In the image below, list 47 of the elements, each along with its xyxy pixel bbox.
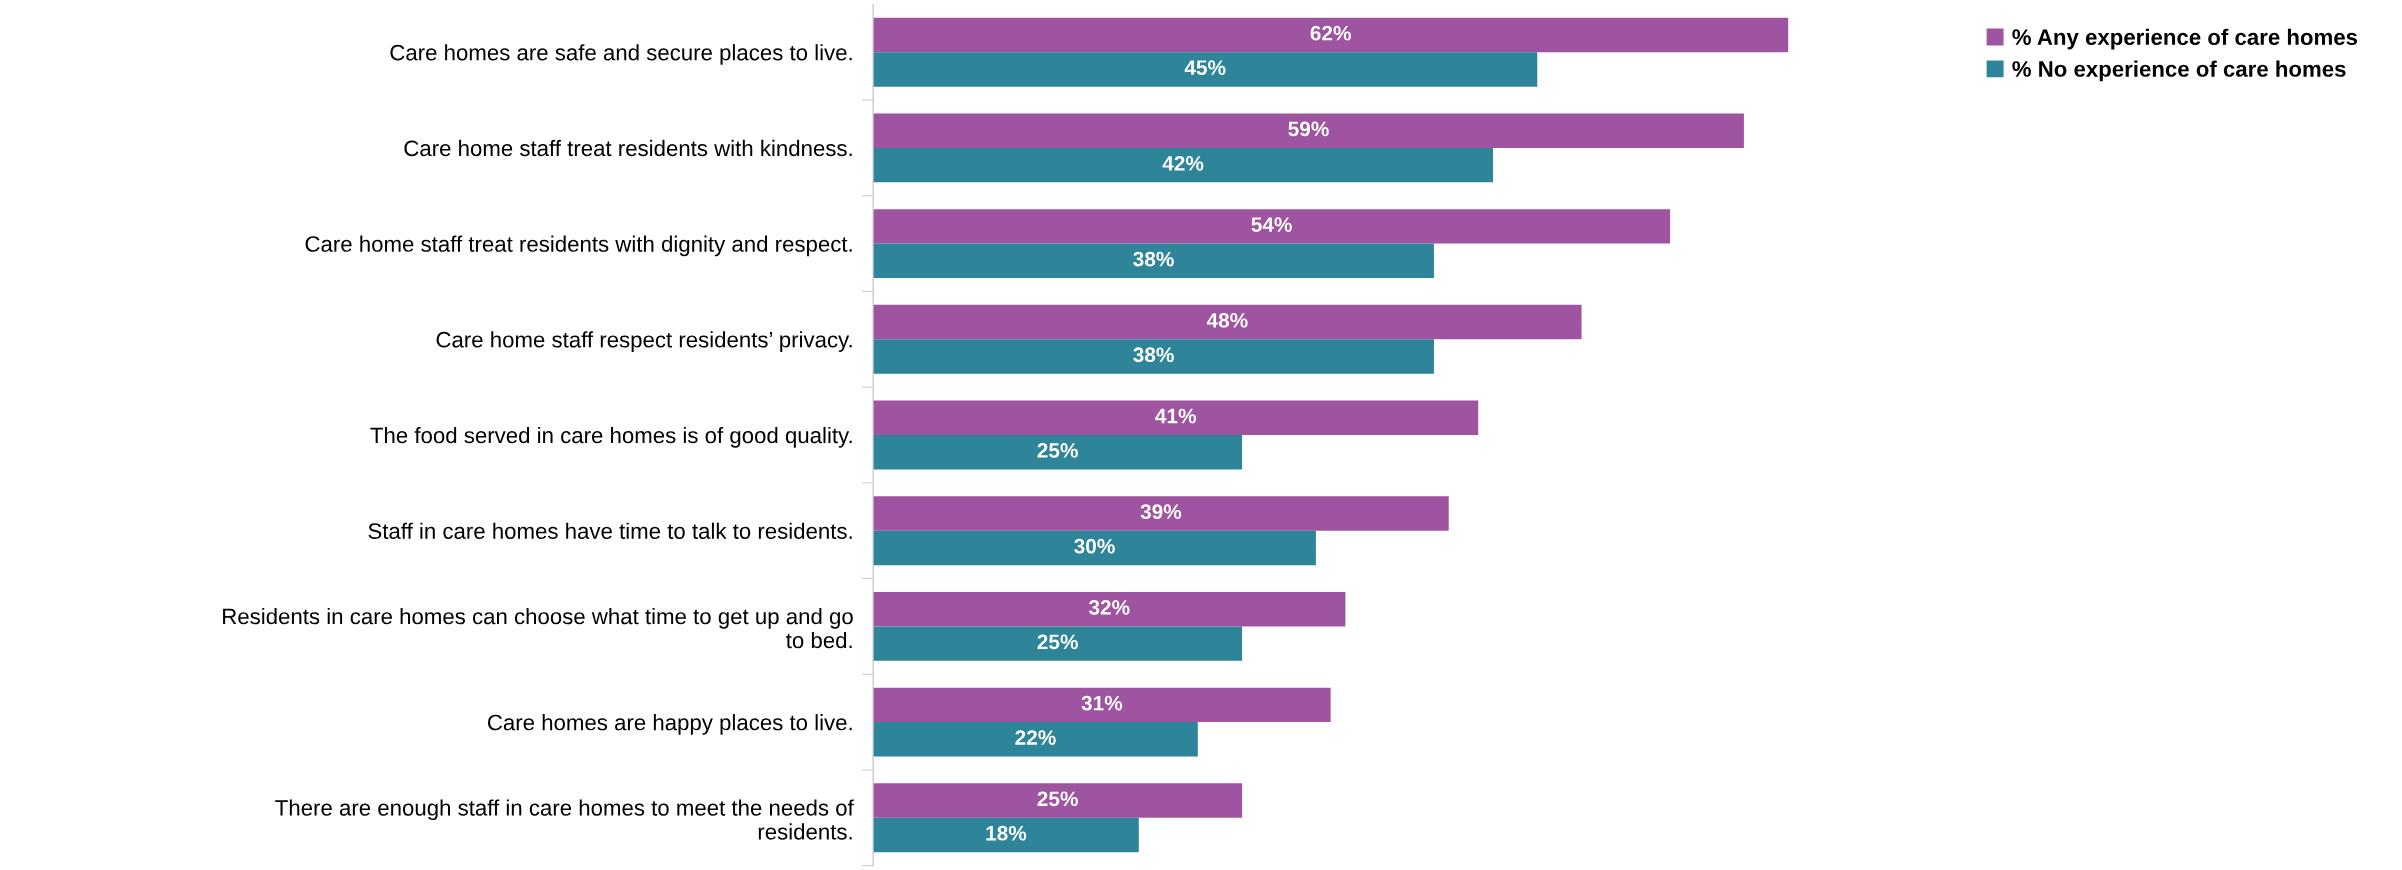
data-label: 45% (1184, 60, 1226, 76)
bar (873, 304, 1582, 340)
bar (873, 783, 1243, 818)
bar (873, 530, 1316, 566)
data-label: 38% (1133, 251, 1174, 267)
bar (873, 435, 1243, 470)
bar (873, 496, 1449, 531)
bar (873, 147, 1493, 183)
y-tick-label: Care homes are happy places to live. (487, 714, 852, 735)
data-label: 54% (1251, 217, 1292, 232)
bar (873, 113, 1744, 148)
bar (873, 817, 1139, 853)
data-label: 42% (1162, 155, 1204, 171)
y-tick-label: Care home staff treat residents with kindness. (404, 139, 852, 157)
bar (873, 209, 1671, 244)
bar (873, 17, 1789, 53)
data-label: 30% (1074, 538, 1115, 554)
bar (873, 626, 1243, 661)
data-label: 22% (1015, 730, 1056, 745)
y-tick-label: Staff in care homes have time to talk to residents. (368, 522, 852, 539)
bar (873, 52, 1538, 87)
data-label: 48% (1206, 312, 1248, 328)
data-label: 25% (1037, 443, 1078, 458)
data-label: 59% (1288, 121, 1329, 137)
bar (873, 400, 1479, 435)
data-label: 18% (986, 825, 1027, 841)
data-label: 25% (1037, 791, 1078, 807)
bar (873, 591, 1346, 627)
legend-label: % No experience of care homes (2012, 60, 2346, 82)
y-tick-label: Residents in care homes can choose what time to get up and go to bed. (223, 607, 853, 649)
bar (873, 687, 1331, 723)
data-label: 25% (1037, 634, 1078, 650)
data-label: 62% (1310, 25, 1351, 41)
y-tick-label: There are enough staff in care homes to meet the needs of residents. (275, 799, 854, 840)
data-label: 41% (1155, 408, 1196, 424)
data-label: 31% (1081, 695, 1123, 711)
y-tick-label: Care homes are safe and secure places to live. (390, 44, 852, 65)
data-label: 38% (1133, 347, 1174, 363)
bar (873, 243, 1434, 279)
bar (873, 722, 1198, 757)
y-tick-label: Care home staff treat residents with dignity and respect. (305, 235, 852, 257)
data-label: 39% (1140, 504, 1182, 520)
legend-label: % Any experience of care homes (2012, 28, 2358, 50)
y-tick-label: The food served in care homes is of good quality. (370, 426, 852, 448)
y-tick-label: Care home staff respect residents’ privacy. (436, 331, 852, 352)
data-label: 32% (1088, 600, 1130, 615)
bar (873, 339, 1434, 374)
